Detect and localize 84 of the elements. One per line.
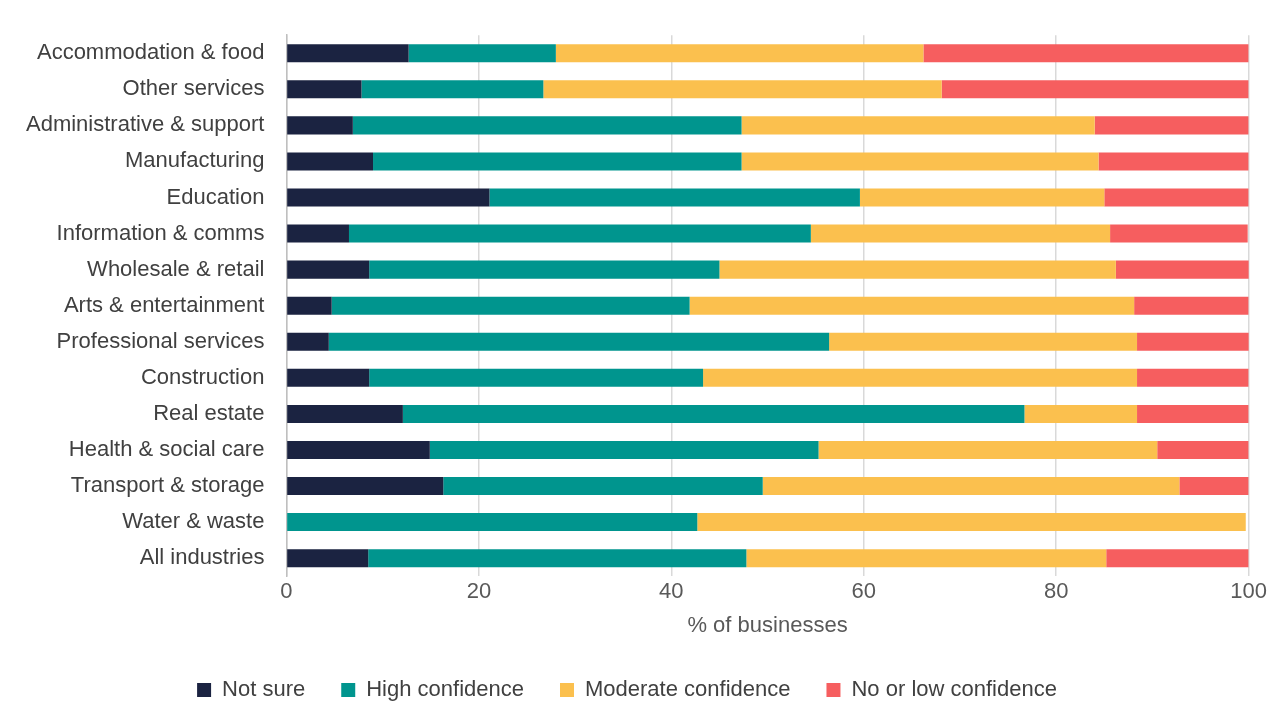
- y-tick-label: Manufacturing: [125, 147, 265, 173]
- bar: [287, 224, 349, 243]
- bar: [741, 116, 1095, 135]
- bar: [331, 296, 690, 315]
- y-tick-label: Arts & entertainment: [63, 291, 265, 317]
- y-tick-label: Accommodation & food: [36, 39, 265, 65]
- x-tick-label: 0: [280, 578, 293, 604]
- y-tick-label: All industries: [139, 544, 265, 570]
- bar: [368, 549, 747, 568]
- legend-label: High confidence: [366, 676, 525, 702]
- y-tick-label: Water & waste: [122, 508, 265, 534]
- bar: [923, 44, 1249, 63]
- bar: [287, 404, 403, 423]
- bar: [1024, 404, 1138, 423]
- bar: [287, 116, 353, 135]
- bar: [287, 513, 698, 532]
- bar: [1137, 404, 1249, 423]
- bar: [1134, 296, 1249, 315]
- x-tick-label: 20: [466, 578, 492, 604]
- y-tick-label: Information & comms: [56, 219, 265, 245]
- bar: [1157, 440, 1249, 459]
- bar: [941, 80, 1249, 99]
- y-tick-label: Real estate: [153, 399, 265, 425]
- legend-label: No or low confidence: [851, 676, 1057, 702]
- bar: [746, 549, 1107, 568]
- y-tick-label: Other services: [122, 75, 265, 101]
- bar: [328, 332, 830, 351]
- x-axis-title: % of businesses: [687, 611, 848, 637]
- bar: [1104, 188, 1249, 207]
- y-tick-label: Administrative & support: [26, 111, 265, 137]
- bar: [287, 440, 430, 459]
- bar: [810, 224, 1111, 243]
- legend-label: Not sure: [222, 676, 306, 702]
- bar: [1110, 224, 1248, 243]
- bar: [818, 440, 1158, 459]
- bar: [543, 80, 942, 99]
- bar: [287, 549, 369, 568]
- bar: [287, 80, 362, 99]
- bar: [287, 332, 329, 351]
- bar: [1094, 116, 1249, 135]
- bar: [287, 260, 370, 279]
- bar: [1137, 332, 1249, 351]
- bar: [1137, 368, 1249, 387]
- bar: [555, 44, 924, 63]
- bar: [287, 44, 409, 63]
- bar: [287, 477, 444, 496]
- x-tick-label: 60: [851, 578, 876, 604]
- bar: [408, 44, 556, 63]
- y-tick-label: Wholesale & retail: [87, 255, 265, 281]
- y-tick-label: Construction: [140, 363, 265, 389]
- bar: [287, 188, 490, 207]
- bar: [443, 477, 763, 496]
- bar: [1106, 549, 1249, 568]
- bar: [697, 513, 1246, 532]
- bar: [1098, 152, 1249, 171]
- bar: [689, 296, 1135, 315]
- bar: [1179, 477, 1249, 496]
- bar: [762, 477, 1180, 496]
- x-tick-label: 80: [1043, 578, 1069, 604]
- bar: [287, 152, 374, 171]
- bar: [489, 188, 860, 207]
- bar: [369, 260, 720, 279]
- bar: [369, 368, 704, 387]
- bar: [829, 332, 1138, 351]
- y-tick-label: Health & social care: [68, 436, 265, 462]
- bar: [348, 224, 811, 243]
- bar: [402, 404, 1025, 423]
- bar: [373, 152, 742, 171]
- bar: [741, 152, 1099, 171]
- bar: [703, 368, 1138, 387]
- y-tick-label: Transport & storage: [70, 472, 265, 498]
- bar: [361, 80, 544, 99]
- bar: [1115, 260, 1249, 279]
- bar: [287, 296, 332, 315]
- y-tick-label: Education: [166, 183, 265, 209]
- bar: [859, 188, 1105, 207]
- x-tick-label: 40: [659, 578, 684, 604]
- bar: [352, 116, 742, 135]
- legend-label: Moderate confidence: [585, 676, 791, 702]
- bar: [287, 368, 370, 387]
- x-tick-label: 100: [1230, 578, 1268, 604]
- bar: [719, 260, 1116, 279]
- bar: [429, 440, 819, 459]
- y-tick-label: Professional services: [56, 327, 265, 353]
